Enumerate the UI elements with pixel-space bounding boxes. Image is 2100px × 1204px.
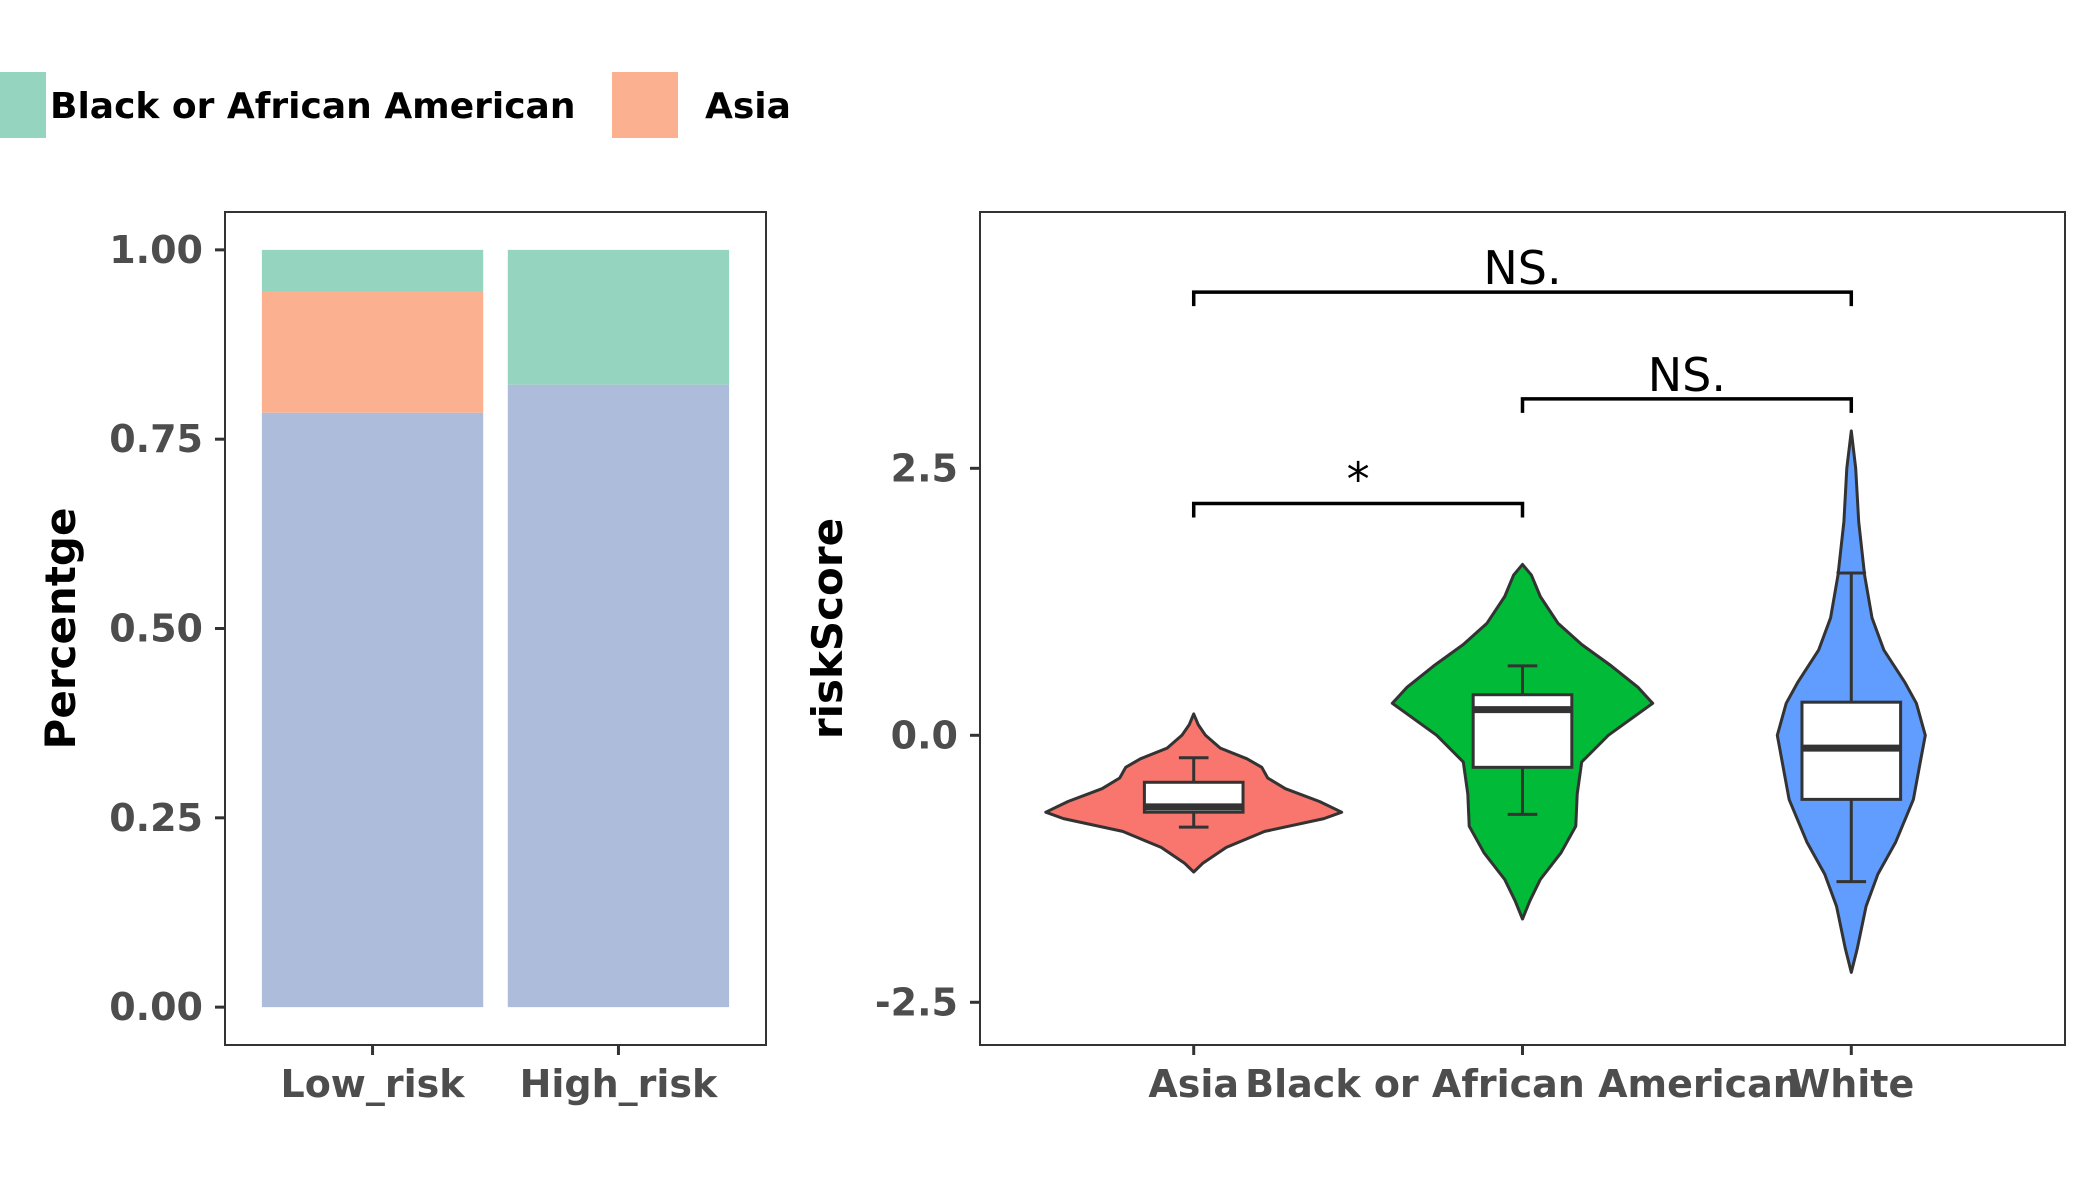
significance-bracket-2 <box>1191 290 1854 307</box>
box-Black or African American <box>1471 693 1574 769</box>
significance-label-0: * <box>1347 453 1370 507</box>
bar-High_risk-white <box>507 384 730 1008</box>
legend-label-1: Asia <box>705 86 791 127</box>
violin-y-tick-label: 2.5 <box>891 446 958 490</box>
bar-Low_risk-Black or African American <box>261 249 484 292</box>
legend-key-1 <box>612 72 678 138</box>
violin-y-axis-title: riskScore <box>803 518 852 739</box>
violin-chart: * NS. NS. -2.5 0.0 2.5 Asia Black or African Am… <box>803 211 2066 1106</box>
significance-label-2: NS. <box>1483 241 1561 295</box>
bar-Low_risk-white <box>261 412 484 1008</box>
bar-y-tick-label: 0.50 <box>109 607 203 651</box>
violin-x-tick-label: White <box>1788 1062 1914 1106</box>
bar-y-tick-label: 0.75 <box>109 417 203 461</box>
bar-y-tick-label: 0.00 <box>109 985 203 1029</box>
bar-y-tick-label: 0.25 <box>109 796 203 840</box>
bar-Low_risk-Asia <box>261 291 484 413</box>
bar-x-tick-label: High_risk <box>520 1062 718 1106</box>
stacked-bar-chart: 0.00 0.25 0.50 0.75 1.00 Low_risk High_risk Per… <box>36 211 767 1106</box>
legend: Black or African American Asia <box>0 72 791 138</box>
significance-bracket-1 <box>1520 397 1854 413</box>
bar-High_risk-Black or African American <box>507 249 730 385</box>
violin-x-tick-label: Black or African American <box>1245 1062 1800 1106</box>
significance-label-1: NS. <box>1648 348 1726 402</box>
violin-y-tick-label: 0.0 <box>891 713 958 757</box>
violin-y-tick-label: -2.5 <box>875 980 958 1024</box>
legend-key-0 <box>0 72 46 138</box>
violin-x-tick-label: Asia <box>1148 1062 1239 1106</box>
bar-x-tick-label: Low_risk <box>280 1062 465 1106</box>
bar-y-tick-label: 1.00 <box>109 228 203 272</box>
legend-label-0: Black or African American <box>50 86 575 127</box>
bar-y-axis-title: Percentge <box>36 508 85 750</box>
significance-bracket-0 <box>1191 501 1525 518</box>
